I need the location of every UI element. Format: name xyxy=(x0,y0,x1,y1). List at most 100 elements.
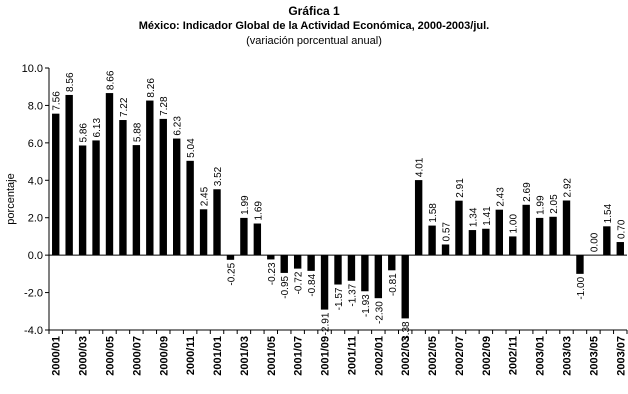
data-label: 7.22 xyxy=(119,97,130,117)
data-label: 1.58 xyxy=(428,203,439,223)
bar xyxy=(361,255,369,292)
bar xyxy=(374,255,383,299)
data-label: 5.86 xyxy=(79,123,90,143)
bar xyxy=(495,209,503,256)
data-label: 1.99 xyxy=(536,195,547,215)
x-tick-label: 2001/09 xyxy=(320,336,332,376)
bar xyxy=(213,189,221,256)
data-label: 1.00 xyxy=(509,214,520,234)
bar xyxy=(522,204,530,256)
data-label: 1.34 xyxy=(468,207,479,227)
data-label: 8.56 xyxy=(65,72,76,92)
data-label: 5.04 xyxy=(186,138,197,158)
data-label: 2.05 xyxy=(549,194,560,214)
bar xyxy=(78,145,87,256)
bar xyxy=(388,255,396,271)
bar xyxy=(226,255,235,260)
bar xyxy=(455,200,463,256)
data-label: -2.30 xyxy=(374,301,385,324)
bar xyxy=(509,236,517,256)
bar xyxy=(468,230,477,256)
y-tick-label: 2.0 xyxy=(28,213,43,225)
x-tick-label: 2000/07 xyxy=(131,336,143,376)
data-label: -0.72 xyxy=(294,271,305,294)
y-tick-label: 0.0 xyxy=(28,250,43,262)
bar xyxy=(549,216,557,256)
x-tick-label: 2000/01 xyxy=(51,336,63,376)
y-tick-label: 6.0 xyxy=(28,138,43,150)
x-tick-label: 2002/11 xyxy=(508,336,520,375)
data-label: 3.52 xyxy=(213,166,224,186)
data-label: 0.00 xyxy=(589,232,600,252)
chart-subtitle: México: Indicador Global de la Actividad… xyxy=(138,20,490,32)
x-tick-label: 2000/11 xyxy=(185,336,197,375)
data-label: 2.69 xyxy=(522,182,533,202)
bar xyxy=(603,226,611,256)
data-label: 8.26 xyxy=(146,78,157,98)
data-label: -3.38 xyxy=(401,321,412,344)
x-tick-label: 2003/07 xyxy=(615,336,627,376)
data-label: -1.57 xyxy=(334,287,345,310)
bar xyxy=(535,217,544,256)
x-tick-label: 2002/01 xyxy=(373,336,385,376)
x-tick-label: 2000/03 xyxy=(78,336,90,376)
data-label: 2.43 xyxy=(495,187,506,207)
bar xyxy=(576,255,584,274)
data-label: 8.66 xyxy=(105,70,116,90)
bar xyxy=(482,228,490,256)
y-tick-label: 8.0 xyxy=(28,100,43,112)
bar xyxy=(616,242,624,256)
x-tick-label: 2000/09 xyxy=(158,336,170,376)
data-label: 5.88 xyxy=(132,122,143,142)
data-label: -1.37 xyxy=(347,283,358,306)
bar xyxy=(414,180,423,256)
data-label: 1.69 xyxy=(253,201,264,221)
data-label: 2.91 xyxy=(455,178,466,198)
y-axis-label: porcentaje xyxy=(5,173,17,224)
bar xyxy=(240,217,248,256)
bar xyxy=(105,93,114,256)
bar xyxy=(65,94,73,256)
bar xyxy=(52,113,60,256)
data-label: -0.25 xyxy=(226,262,237,285)
x-tick-label: 2001/11 xyxy=(346,336,358,375)
bar xyxy=(320,255,329,310)
data-label: -1.00 xyxy=(576,276,587,299)
data-label: 6.23 xyxy=(173,116,184,136)
data-label: 1.41 xyxy=(482,206,493,226)
x-tick-label: 2003/03 xyxy=(562,336,574,376)
bar xyxy=(199,209,208,256)
x-tick-label: 2000/05 xyxy=(104,336,116,376)
data-label: 7.28 xyxy=(159,96,170,116)
x-tick-label: 2002/03 xyxy=(400,336,412,376)
data-label: 4.01 xyxy=(415,157,426,177)
x-tick-label: 2002/07 xyxy=(454,336,466,376)
data-label: -0.84 xyxy=(307,273,318,296)
y-tick-label: 4.0 xyxy=(28,175,43,187)
bar xyxy=(280,255,288,273)
x-tick-label: 2003/05 xyxy=(588,336,600,376)
bar xyxy=(146,100,154,256)
bar xyxy=(307,255,315,271)
data-label: 1.54 xyxy=(603,203,614,223)
bar xyxy=(253,223,262,256)
bar xyxy=(119,120,127,256)
chart-subtitle-units: (variación porcentual anual) xyxy=(246,35,382,47)
x-tick-label: 2001/05 xyxy=(266,336,278,376)
data-label: -0.81 xyxy=(388,273,399,296)
data-label: 6.13 xyxy=(92,118,103,138)
bar xyxy=(347,255,356,281)
bar xyxy=(334,255,342,285)
data-label: 0.57 xyxy=(442,222,453,242)
data-label: 0.70 xyxy=(616,219,627,239)
bar xyxy=(92,140,100,256)
data-label: -1.93 xyxy=(361,294,372,317)
bar xyxy=(267,255,275,260)
data-label: -2.91 xyxy=(321,312,332,335)
bar xyxy=(562,200,571,256)
data-label: 1.99 xyxy=(240,195,251,215)
bar xyxy=(186,160,194,256)
x-tick-label: 2001/07 xyxy=(293,336,305,376)
